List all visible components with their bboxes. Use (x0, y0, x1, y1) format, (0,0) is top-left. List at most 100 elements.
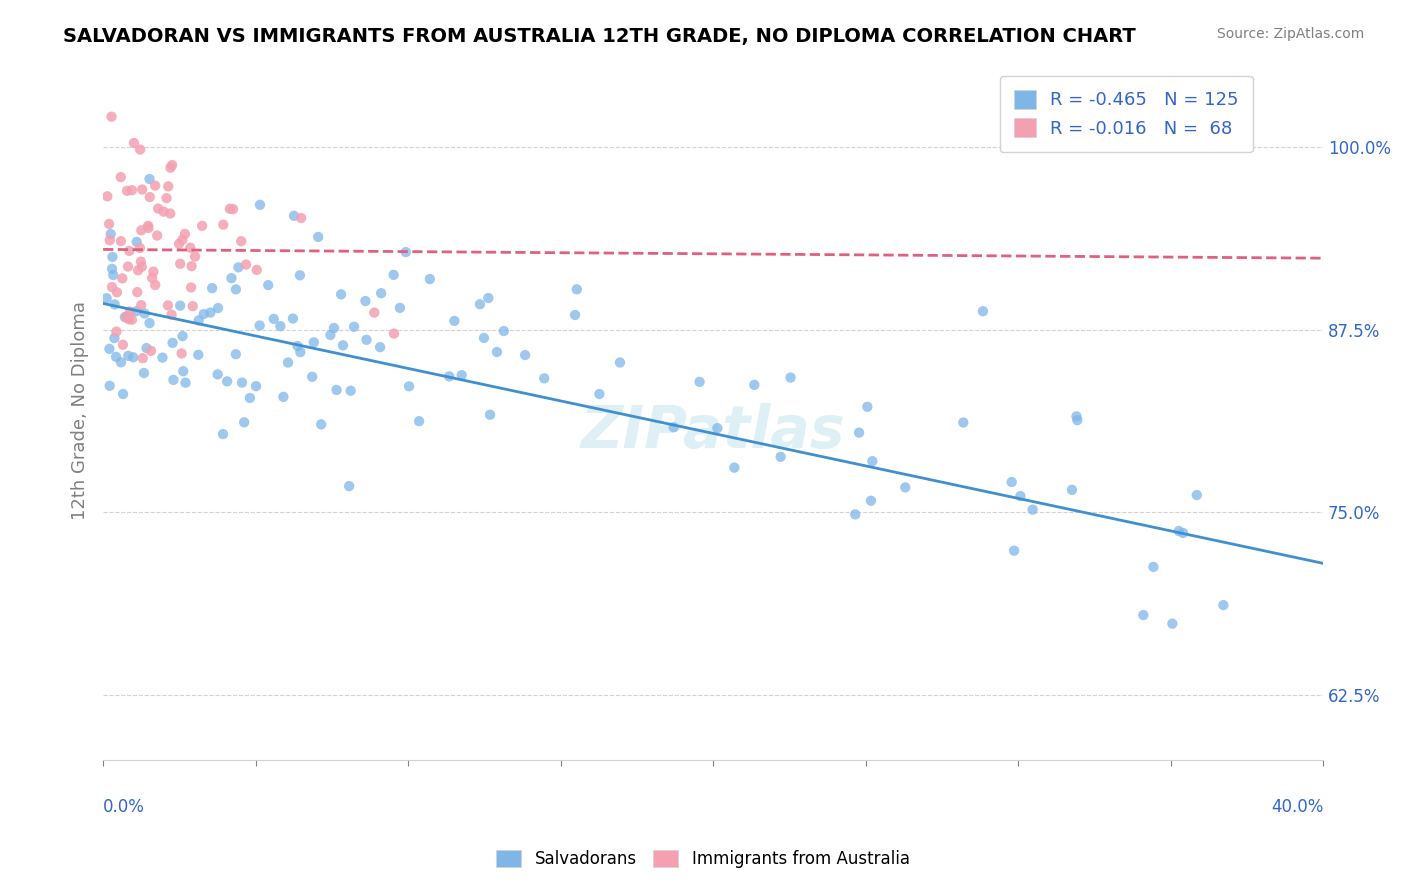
Point (143, 178, 166, 193)
Point (856, 400, 879, 414)
Point (330, 287, 353, 301)
Point (609, 355, 631, 369)
Legend: Salvadorans, Immigrants from Australia: Salvadorans, Immigrants from Australia (489, 843, 917, 875)
Point (125, 235, 148, 249)
Point (96, 291, 118, 305)
Point (155, 191, 177, 205)
Point (257, 278, 280, 293)
Point (1161, 616, 1184, 631)
Point (122, 136, 145, 150)
Point (100, 227, 122, 241)
Point (356, 333, 378, 347)
Point (212, 218, 235, 232)
Point (191, 219, 214, 233)
Point (1021, 502, 1043, 516)
Point (179, 241, 201, 255)
Point (408, 414, 430, 428)
Point (689, 375, 711, 389)
Point (269, 319, 291, 334)
Point (162, 335, 184, 350)
Point (121, 312, 143, 326)
Point (273, 390, 295, 404)
Point (101, 261, 124, 276)
Text: ZIPatlas: ZIPatlas (581, 402, 845, 459)
Point (131, 260, 153, 274)
Point (117, 349, 139, 363)
Point (287, 339, 309, 353)
Point (485, 345, 508, 359)
Point (105, 285, 128, 300)
Point (132, 366, 155, 380)
Point (419, 272, 441, 286)
Point (307, 230, 329, 244)
Point (245, 379, 267, 393)
Point (779, 370, 801, 384)
Point (174, 227, 197, 241)
Point (111, 271, 134, 285)
Point (138, 221, 160, 235)
Point (337, 479, 360, 493)
Point (263, 311, 285, 326)
Point (290, 345, 312, 359)
Point (217, 375, 239, 389)
Point (98, 217, 121, 231)
Point (129, 298, 152, 312)
Text: Source: ZipAtlas.com: Source: ZipAtlas.com (1216, 27, 1364, 41)
Point (129, 143, 152, 157)
Point (235, 258, 257, 272)
Point (1060, 483, 1083, 497)
Point (301, 369, 323, 384)
Point (319, 328, 342, 343)
Point (323, 321, 346, 335)
Point (706, 421, 728, 435)
Point (160, 158, 183, 172)
Point (382, 326, 405, 341)
Point (159, 206, 181, 220)
Point (139, 343, 162, 358)
Point (187, 348, 209, 362)
Point (118, 312, 141, 326)
Point (135, 341, 157, 355)
Point (332, 338, 354, 352)
Point (139, 190, 162, 204)
Point (146, 202, 169, 216)
Point (207, 301, 229, 315)
Point (368, 340, 391, 354)
Point (117, 260, 139, 274)
Point (169, 257, 191, 271)
Point (121, 183, 143, 197)
Point (225, 282, 247, 296)
Point (221, 271, 243, 285)
Point (859, 493, 882, 508)
Point (170, 346, 193, 360)
Point (588, 387, 610, 401)
Point (105, 350, 128, 364)
Point (231, 376, 253, 390)
Point (1066, 409, 1088, 424)
Point (1001, 475, 1024, 489)
Point (1167, 524, 1189, 538)
Point (143, 278, 166, 293)
Point (131, 182, 153, 196)
Point (1132, 608, 1154, 623)
Point (233, 415, 256, 429)
Point (110, 170, 132, 185)
Point (100, 110, 122, 124)
Point (207, 368, 229, 382)
Point (723, 460, 745, 475)
Point (129, 254, 152, 268)
Point (231, 234, 253, 248)
Point (105, 325, 128, 339)
Point (167, 236, 190, 251)
Point (160, 308, 183, 322)
Point (172, 233, 194, 247)
Point (343, 319, 366, 334)
Point (111, 337, 134, 351)
Point (129, 241, 152, 255)
Point (101, 280, 124, 294)
Point (477, 291, 499, 305)
Point (96, 189, 118, 203)
Point (98, 342, 121, 356)
Point (104, 297, 127, 311)
Point (201, 281, 224, 295)
